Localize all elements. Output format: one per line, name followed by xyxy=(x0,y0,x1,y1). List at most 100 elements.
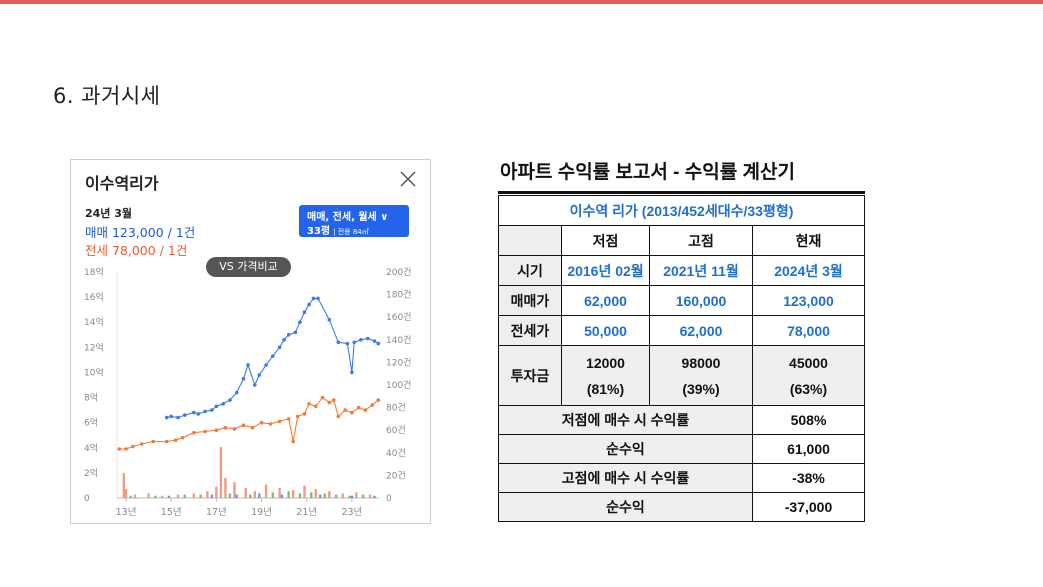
price-point xyxy=(176,415,180,420)
price-point xyxy=(376,341,381,346)
y-left-tick-label: 10억 xyxy=(84,366,104,378)
volume-bar xyxy=(228,493,232,498)
table-cell: 123,000 xyxy=(752,285,865,316)
summary-row: 순수익 61,000 xyxy=(498,434,865,464)
volume-bar xyxy=(160,495,164,498)
price-point xyxy=(117,447,122,451)
return-report: 아파트 수익률 보고서 - 수익률 계산기 이수역 리가 (2013/452세대… xyxy=(498,158,865,524)
y-left-tick-label: 6억 xyxy=(84,417,98,429)
price-point xyxy=(350,370,354,375)
price-point xyxy=(241,423,246,428)
table-cell: 2024년 3월 xyxy=(752,255,865,286)
price-point xyxy=(307,402,311,406)
volume-bar xyxy=(147,493,150,498)
price-point xyxy=(356,405,361,410)
header-low: 저점 xyxy=(561,225,650,256)
volume-bar xyxy=(253,491,256,498)
price-point xyxy=(203,409,207,414)
y-right-tick-label: 120건 xyxy=(386,357,411,368)
summary-row: 저점에 매수 시 수익률 508% xyxy=(498,405,865,435)
volume-bar xyxy=(298,493,302,498)
volume-bar xyxy=(278,487,281,498)
price-point xyxy=(234,390,239,395)
return-calculator-table: 이수역 리가 (2013/452세대수/33평형) 저점 고점 현재 시기 20… xyxy=(498,195,865,522)
price-point xyxy=(307,302,311,307)
table-cell: 160,000 xyxy=(649,285,753,316)
chart-grid xyxy=(116,272,379,502)
y-left-tick-label: 18억 xyxy=(84,266,104,278)
filter-size-detail: | 전용 84㎡ xyxy=(333,228,369,236)
header-current: 현재 xyxy=(752,225,865,256)
volume-bars xyxy=(122,447,376,498)
axis-labels: 18억 16억 14억 12억 10억 8억 6억 4억 2억 0 200건 180건 160건 140건… xyxy=(84,266,411,518)
close-icon[interactable] xyxy=(398,169,418,189)
y-right-tick-label: 40건 xyxy=(386,448,406,459)
price-compare-button[interactable]: VS 가격비교 xyxy=(206,257,291,277)
volume-bar xyxy=(167,495,171,498)
price-point xyxy=(372,339,377,343)
price-line xyxy=(119,396,379,450)
price-point xyxy=(336,414,341,419)
volume-bar xyxy=(219,447,223,498)
price-point xyxy=(250,425,255,430)
title-rule xyxy=(498,191,865,194)
price-point xyxy=(140,442,144,446)
header-corner xyxy=(498,225,562,256)
summary-label: 고점에 매수 시 수익률 xyxy=(498,463,753,493)
card-title: 이수역리가 xyxy=(85,174,159,193)
price-point xyxy=(327,317,332,322)
price-point xyxy=(316,296,320,301)
price-point xyxy=(363,408,368,412)
price-point xyxy=(124,447,128,451)
price-point xyxy=(286,417,291,421)
y-right-tick-label: 80건 xyxy=(386,403,406,414)
filter-deal-types: 매매, 전세, 월세 ∨ xyxy=(307,212,389,223)
volume-bar xyxy=(133,494,137,498)
table-cell: 12000 (81%) xyxy=(561,345,650,406)
price-point xyxy=(302,310,307,314)
x-tick-label: 15년 xyxy=(161,507,182,518)
top-accent-bar xyxy=(0,0,1043,4)
period-label: 24년 3월 xyxy=(85,207,133,220)
y-left-tick-label: 12억 xyxy=(84,341,104,353)
price-point xyxy=(370,403,375,407)
header-row: 저점 고점 현재 xyxy=(498,225,865,256)
price-point xyxy=(277,419,282,424)
y-right-tick-label: 200건 xyxy=(386,267,411,278)
price-point xyxy=(352,340,357,345)
y-left-tick-label: 0 xyxy=(84,494,90,504)
report-title: 아파트 수익률 보고서 - 수익률 계산기 xyxy=(500,162,795,183)
price-point xyxy=(359,338,363,342)
price-line xyxy=(166,297,379,419)
price-point xyxy=(314,404,318,409)
volume-bar xyxy=(310,492,313,498)
y-right-tick-label: 0 xyxy=(386,494,392,504)
table-row: 전세가 50,000 62,000 78,000 xyxy=(498,315,865,346)
price-point xyxy=(223,425,228,430)
volume-bar xyxy=(249,494,252,498)
price-point xyxy=(180,435,185,440)
deal-type-filter-button[interactable]: 매매, 전세, 월세 ∨ 33평 | 전용 84㎡ xyxy=(299,205,409,237)
price-point xyxy=(336,340,341,345)
table-cell: 50,000 xyxy=(561,315,650,346)
volume-bar xyxy=(368,494,372,498)
volume-bar xyxy=(314,488,317,498)
sale-price-line: 매매 123,000 / 1건 xyxy=(85,225,196,240)
volume-bar xyxy=(334,494,338,498)
y-right-tick-label: 180건 xyxy=(386,290,411,301)
volume-bar xyxy=(361,494,365,498)
volume-bar xyxy=(271,492,275,498)
price-point xyxy=(232,427,237,431)
summary-value: 508% xyxy=(752,405,865,435)
price-point xyxy=(131,444,135,449)
price-point xyxy=(345,341,350,346)
section-title: 6. 과거시세 xyxy=(53,84,161,108)
volume-bar xyxy=(192,493,195,498)
price-point xyxy=(196,412,201,416)
price-point xyxy=(332,398,336,402)
price-point xyxy=(327,400,332,405)
y-left-tick-label: 4억 xyxy=(84,442,98,454)
price-point xyxy=(169,414,173,419)
table-cell: 98000 (39%) xyxy=(649,345,753,406)
volume-bar xyxy=(341,493,345,498)
